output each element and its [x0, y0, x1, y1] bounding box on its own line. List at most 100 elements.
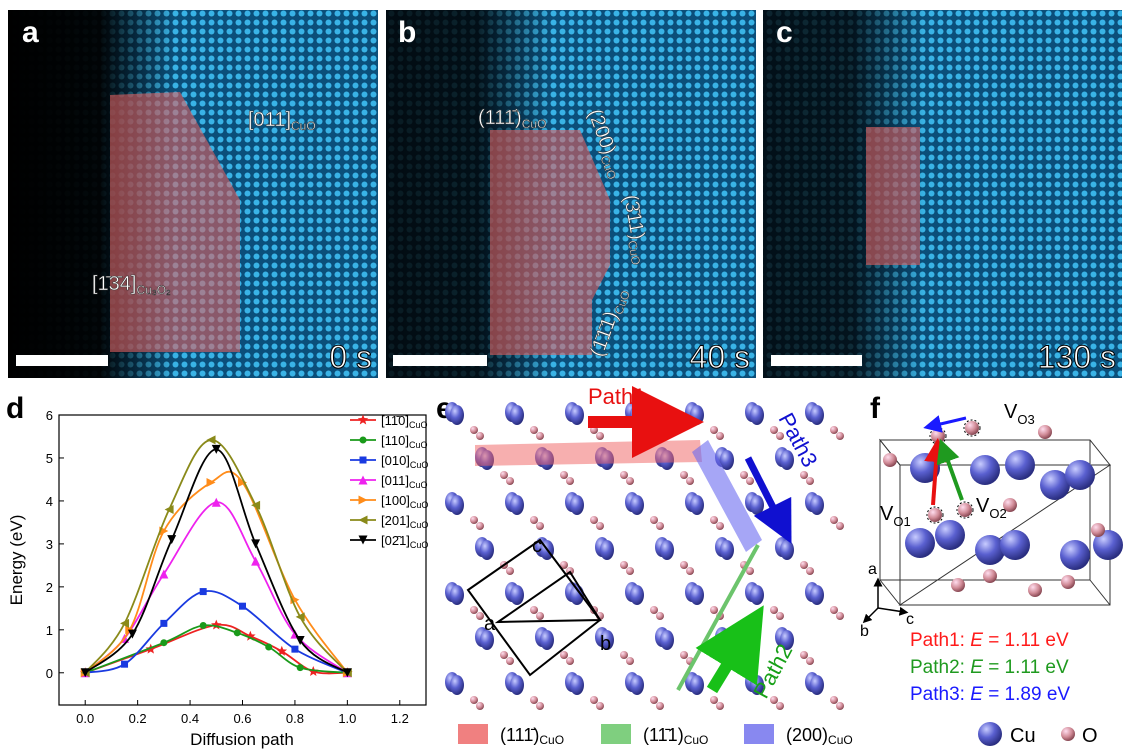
o-atom [776, 432, 784, 440]
cu3o2-region [866, 127, 920, 265]
series-line [84, 501, 348, 674]
o-atom [686, 477, 694, 485]
path3-arrow [923, 415, 967, 433]
point [160, 639, 168, 647]
point [206, 435, 216, 445]
o-atom [800, 651, 808, 659]
cu-atom [450, 585, 464, 605]
o-atom [566, 477, 574, 485]
cu-atom [690, 585, 704, 605]
facet-sub: CuO [522, 117, 547, 131]
panel-f-labels: VO3 VO1 VO2 [880, 401, 1035, 529]
o-atom [560, 651, 568, 659]
o-atom [476, 522, 484, 530]
point [164, 505, 174, 515]
axis-label: b [860, 623, 869, 640]
point [265, 643, 273, 651]
legend-text: (11̄1) [643, 725, 684, 745]
legend-marker [358, 515, 368, 525]
point [342, 668, 352, 678]
o-atom [620, 561, 628, 569]
y-tick-label: 3 [46, 537, 53, 552]
panel-label: f [870, 392, 881, 425]
o-atom [536, 612, 544, 620]
o-atom [836, 432, 844, 440]
cu-atom [600, 540, 614, 560]
legend-label: [02̄1]CuO [381, 533, 428, 550]
o-atom [836, 612, 844, 620]
energy-symbol: E [970, 630, 983, 651]
x-tick-label: 1.2 [391, 711, 409, 726]
cu-atom [600, 630, 614, 650]
legend-text: [011] [381, 473, 409, 488]
panel-label: c [776, 16, 793, 49]
x-tick-label: 0.0 [76, 711, 94, 726]
panel-label: d [6, 392, 24, 425]
o-atom [506, 477, 514, 485]
cu-atom [1065, 460, 1095, 490]
zone-axis-text: [011] [248, 109, 291, 131]
cu-atom [630, 585, 644, 605]
point [121, 660, 129, 668]
o-atom [800, 471, 808, 479]
cu-atom [750, 495, 764, 515]
o-atom [830, 426, 838, 434]
o-atom [710, 426, 718, 434]
time-label: 0 s [329, 339, 372, 375]
o-atom [836, 702, 844, 710]
energy-label: Path2: E = 1.11 eV [910, 657, 1069, 678]
energy-symbol: E [970, 684, 983, 705]
o-atom [596, 432, 604, 440]
zone-axis-sub: CuO [291, 119, 316, 133]
o-atom [800, 561, 808, 569]
legend-label: [11̄0]CuO [381, 413, 427, 430]
unit-cell [494, 570, 602, 624]
o-atom [656, 432, 664, 440]
panel-d: d Diffusion path Energy (eV) 0.0 0.2 0.4 0.… [6, 392, 428, 749]
legend-label: (111̄)CuO [500, 725, 564, 747]
zone-axis-text: [1̄3̄4] [92, 273, 136, 295]
vacuum-region [763, 10, 1122, 378]
energy-symbol: E [970, 657, 983, 678]
cu-atom [905, 528, 935, 558]
scale-bar [771, 355, 862, 366]
energy-value: = 1.89 eV [988, 684, 1070, 705]
vacancy-sub: O3 [1017, 412, 1034, 427]
o-atom [506, 657, 514, 665]
o-atom [470, 606, 478, 614]
point [127, 629, 137, 639]
o-atom [951, 578, 965, 592]
legend-label: [110]CuO [381, 433, 427, 450]
o-atom [680, 471, 688, 479]
o-atom [560, 561, 568, 569]
o-atom [536, 522, 544, 530]
o-atom [650, 606, 658, 614]
o-atom [776, 612, 784, 620]
plane-1-11 [676, 544, 760, 691]
legend-label: (200)CuO [786, 725, 853, 747]
legend-sub: CuO [410, 500, 429, 510]
y-tick-label: 6 [46, 408, 53, 423]
cu-atom [720, 540, 734, 560]
o-atom [470, 516, 478, 524]
point [239, 602, 246, 610]
o-atom [931, 429, 945, 443]
cu-atom [630, 495, 644, 515]
cu-atom [480, 630, 494, 650]
cu-atom [780, 450, 794, 470]
point [233, 629, 241, 637]
cell-axis: a [484, 613, 496, 635]
point [160, 619, 168, 627]
energy-path: Path1: [910, 630, 965, 651]
cu-atom [810, 405, 824, 425]
o-atom [476, 702, 484, 710]
o-atom [983, 569, 997, 583]
point [295, 612, 305, 622]
o-atom [883, 453, 897, 467]
point [199, 588, 207, 596]
cu-atom [690, 405, 704, 425]
o-atom [530, 516, 538, 524]
energy-label: Path1: E = 1.11 eV [910, 630, 1069, 651]
scale-bar [393, 355, 487, 366]
